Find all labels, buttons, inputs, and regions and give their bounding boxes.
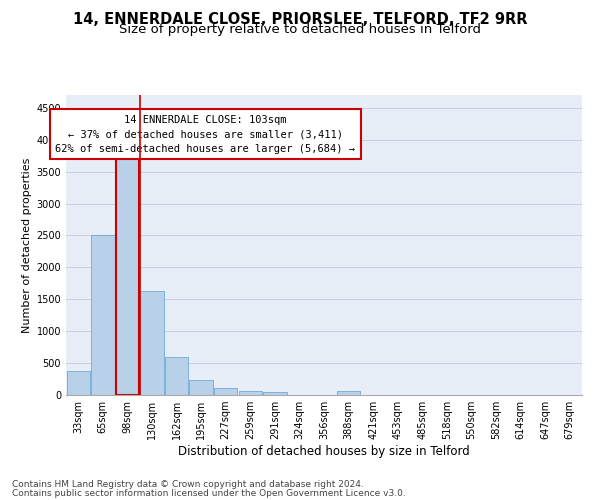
X-axis label: Distribution of detached houses by size in Telford: Distribution of detached houses by size … [178,445,470,458]
Bar [190,380,213,395]
Bar [337,392,360,395]
Text: 14 ENNERDALE CLOSE: 103sqm
← 37% of detached houses are smaller (3,411)
62% of s: 14 ENNERDALE CLOSE: 103sqm ← 37% of deta… [55,114,355,154]
Bar [140,291,164,395]
Text: Contains public sector information licensed under the Open Government Licence v3: Contains public sector information licen… [12,488,406,498]
Bar [165,358,188,395]
Bar [263,392,287,395]
Text: Size of property relative to detached houses in Telford: Size of property relative to detached ho… [119,22,481,36]
Bar [214,388,238,395]
Bar [239,391,262,395]
Y-axis label: Number of detached properties: Number of detached properties [22,158,32,332]
Bar [116,158,139,395]
Text: 14, ENNERDALE CLOSE, PRIORSLEE, TELFORD, TF2 9RR: 14, ENNERDALE CLOSE, PRIORSLEE, TELFORD,… [73,12,527,28]
Bar [67,372,90,395]
Text: Contains HM Land Registry data © Crown copyright and database right 2024.: Contains HM Land Registry data © Crown c… [12,480,364,489]
Bar [91,236,115,395]
